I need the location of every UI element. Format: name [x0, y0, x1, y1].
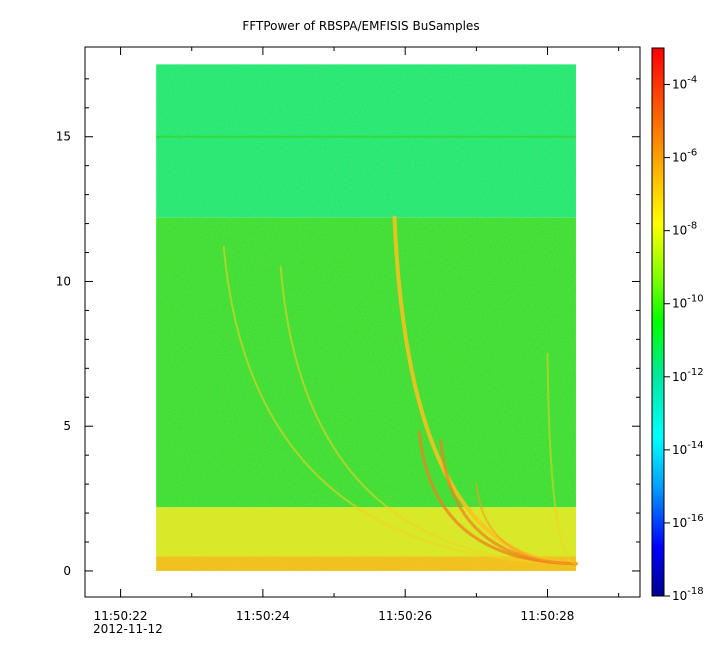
x-tick-label: 11:50:22: [94, 609, 148, 623]
chorus-element: [222, 245, 577, 565]
colorbar-tick-label: 10-4: [672, 75, 697, 92]
y-tick-label: 10: [56, 274, 71, 288]
x-tick-label: 11:50:28: [521, 609, 575, 623]
y-axis: 0 5 10 15: [56, 78, 640, 578]
colorbar-tick-label: 10-18: [672, 586, 704, 603]
x-axis-date-label: 2012-11-12: [93, 622, 163, 636]
colorbar: [651, 47, 665, 597]
chart-title: FFTPower of RBSPA/EMFISIS BuSamples: [242, 19, 479, 33]
spectrogram-noise: [156, 64, 576, 571]
colorbar-tick-label: 10-12: [672, 367, 704, 384]
x-tick-label: 11:50:26: [378, 609, 432, 623]
colorbar-tick-label: 10-6: [672, 148, 697, 165]
y-tick-label: 15: [56, 130, 71, 144]
colorbar-axis: 10-4 10-6 10-8 10-10 10-12 10-14 10-16 10-18: [664, 75, 704, 603]
y-tick-label: 5: [63, 419, 71, 433]
x-tick-label: 11:50:24: [236, 609, 290, 623]
colorbar-tick-label: 10-10: [672, 294, 704, 311]
chorus-element: [279, 266, 577, 565]
colorbar-tick-label: 10-8: [672, 221, 697, 238]
colorbar-tick-label: 10-14: [672, 440, 704, 457]
spectrogram-image: [156, 64, 578, 571]
chorus-element: [475, 483, 577, 565]
x-axis: 11:50:22 11:50:24 11:50:26 11:50:28: [94, 47, 620, 623]
colorbar-tick-label: 10-16: [672, 513, 704, 530]
chorus-element: [546, 352, 577, 565]
y-tick-label: 0: [63, 564, 71, 578]
